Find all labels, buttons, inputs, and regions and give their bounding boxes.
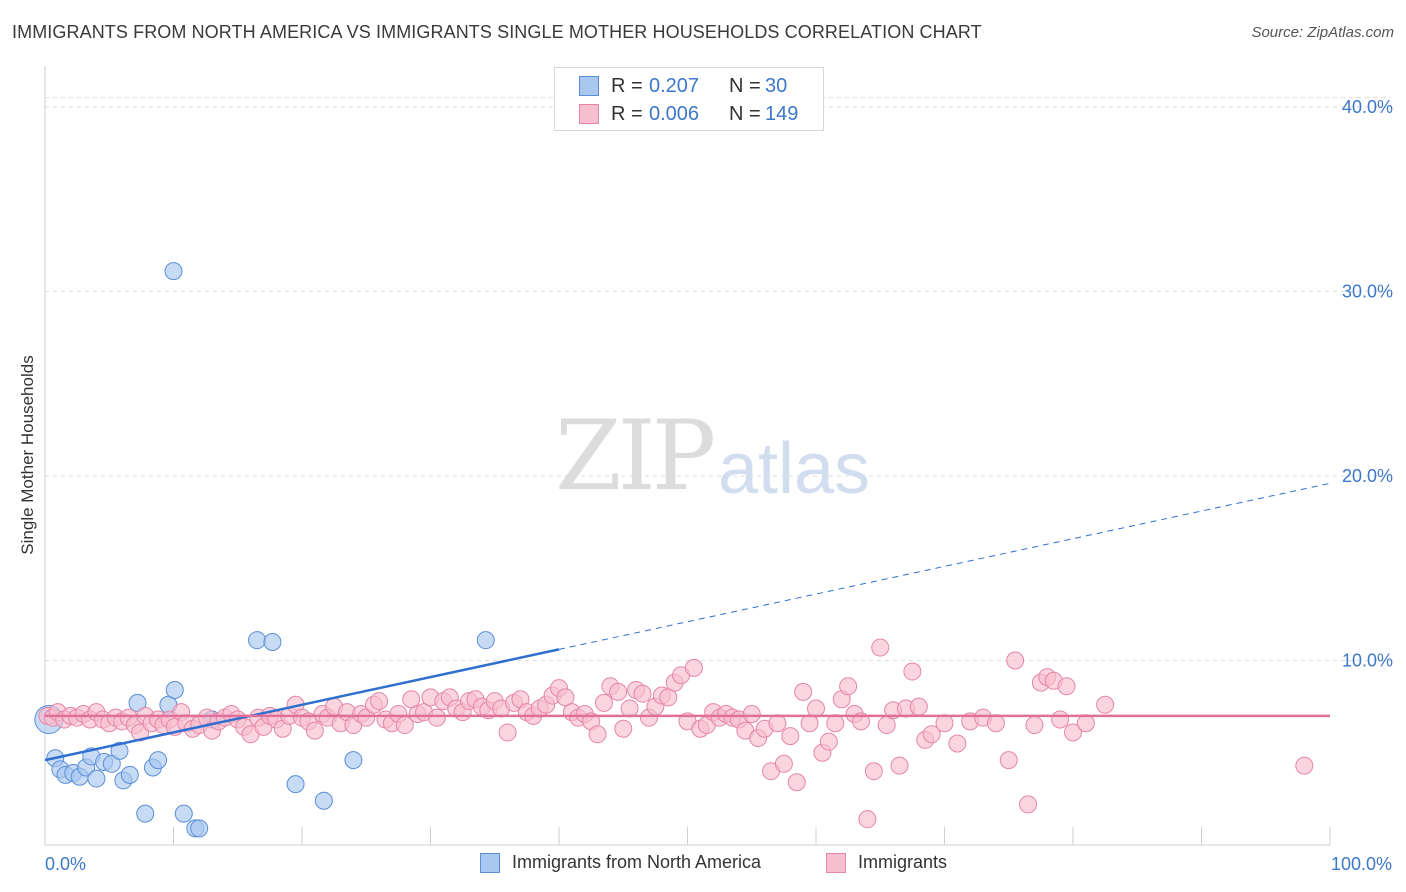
point-north-america — [190, 819, 209, 838]
y-tick-label: 30.0% — [1342, 281, 1393, 301]
point-immigrants — [609, 682, 628, 701]
point-immigrants — [1051, 710, 1070, 729]
trendline-north-america-extension — [558, 482, 1331, 650]
r-label: R = — [611, 102, 643, 125]
point-immigrants — [614, 719, 633, 738]
point-immigrants — [781, 727, 800, 746]
point-immigrants — [594, 693, 613, 712]
legend-item-north-america[interactable]: Immigrants from North America — [480, 852, 761, 873]
point-immigrants — [986, 714, 1005, 733]
point-immigrants — [839, 677, 858, 696]
stats-legend: R = 0.207 N = 30 R = 0.006 N = 149 — [554, 67, 824, 131]
point-immigrants — [909, 697, 928, 716]
point-immigrants — [1019, 795, 1038, 814]
point-immigrants — [935, 714, 954, 733]
source-label: Source: ZipAtlas.com — [1251, 24, 1394, 41]
point-north-america — [165, 681, 184, 699]
point-north-america — [476, 631, 495, 650]
point-immigrants — [1006, 651, 1025, 670]
r-label: R = — [611, 74, 643, 97]
immigrants-swatch — [579, 104, 599, 124]
point-north-america — [263, 633, 282, 652]
point-immigrants — [1064, 723, 1082, 742]
point-immigrants — [588, 725, 607, 744]
north-america-swatch — [579, 76, 599, 96]
legend-label: Immigrants from North America — [512, 852, 762, 872]
point-north-america — [174, 804, 193, 823]
chart-title: IMMIGRANTS FROM NORTH AMERICA VS IMMIGRA… — [12, 22, 982, 42]
x-tick-label: 100.0% — [1331, 854, 1392, 874]
point-north-america — [149, 751, 168, 770]
n-label: N = — [729, 74, 761, 97]
point-immigrants — [370, 692, 389, 711]
point-immigrants — [498, 723, 517, 742]
point-north-america — [136, 804, 155, 823]
point-immigrants — [742, 704, 761, 723]
point-immigrants — [851, 712, 870, 731]
point-immigrants — [1096, 695, 1115, 714]
stats-row-immigrants: R = 0.006 N = 149 — [579, 102, 798, 126]
y-tick-label: 40.0% — [1342, 97, 1393, 117]
point-immigrants — [826, 714, 845, 733]
point-immigrants — [807, 699, 825, 718]
point-immigrants — [1057, 677, 1076, 696]
point-immigrants — [620, 699, 639, 718]
north-america-legend-swatch — [480, 852, 500, 873]
r-value: 0.207 — [649, 74, 700, 97]
point-north-america — [110, 741, 129, 760]
point-immigrants — [633, 684, 652, 703]
point-north-america — [87, 769, 106, 788]
point-immigrants — [787, 773, 806, 792]
point-north-america — [164, 262, 183, 281]
point-north-america — [120, 765, 139, 784]
point-immigrants — [774, 754, 793, 773]
point-immigrants — [1076, 714, 1095, 733]
immigrants-legend-swatch — [826, 852, 846, 873]
point-immigrants — [819, 732, 838, 751]
legend-item-immigrants[interactable]: Immigrants — [826, 852, 947, 873]
point-north-america — [344, 751, 363, 770]
point-immigrants — [948, 734, 967, 753]
point-north-america — [314, 791, 333, 810]
y-tick-label: 10.0% — [1342, 650, 1393, 670]
n-label: N = — [729, 102, 761, 125]
n-value: 149 — [765, 102, 799, 125]
point-immigrants — [305, 721, 324, 740]
trendline-north-america — [44, 648, 560, 762]
x-tick-label: 0.0% — [45, 854, 86, 874]
watermark-zip: ZIP — [555, 400, 716, 512]
series-legend: Immigrants from North America Immigrants — [0, 852, 1406, 878]
point-immigrants — [1025, 716, 1044, 735]
point-immigrants — [922, 725, 941, 744]
point-immigrants — [871, 638, 890, 657]
point-immigrants — [684, 658, 703, 677]
point-immigrants — [858, 810, 877, 829]
stats-row-north-america: R = 0.207 N = 30 — [579, 74, 787, 98]
point-immigrants — [890, 756, 909, 775]
n-value: 30 — [765, 74, 788, 97]
point-immigrants — [999, 751, 1018, 770]
point-north-america — [248, 631, 267, 650]
y-tick-label: 20.0% — [1342, 466, 1393, 486]
legend-label: Immigrants — [858, 852, 948, 872]
point-north-america — [286, 775, 305, 794]
point-immigrants — [903, 662, 922, 681]
point-immigrants — [427, 708, 446, 727]
r-value: 0.006 — [649, 102, 700, 125]
point-immigrants — [1295, 756, 1314, 775]
point-immigrants — [864, 762, 883, 781]
point-immigrants — [794, 682, 813, 701]
watermark-atlas: atlas — [718, 429, 871, 509]
point-immigrants — [768, 714, 787, 733]
